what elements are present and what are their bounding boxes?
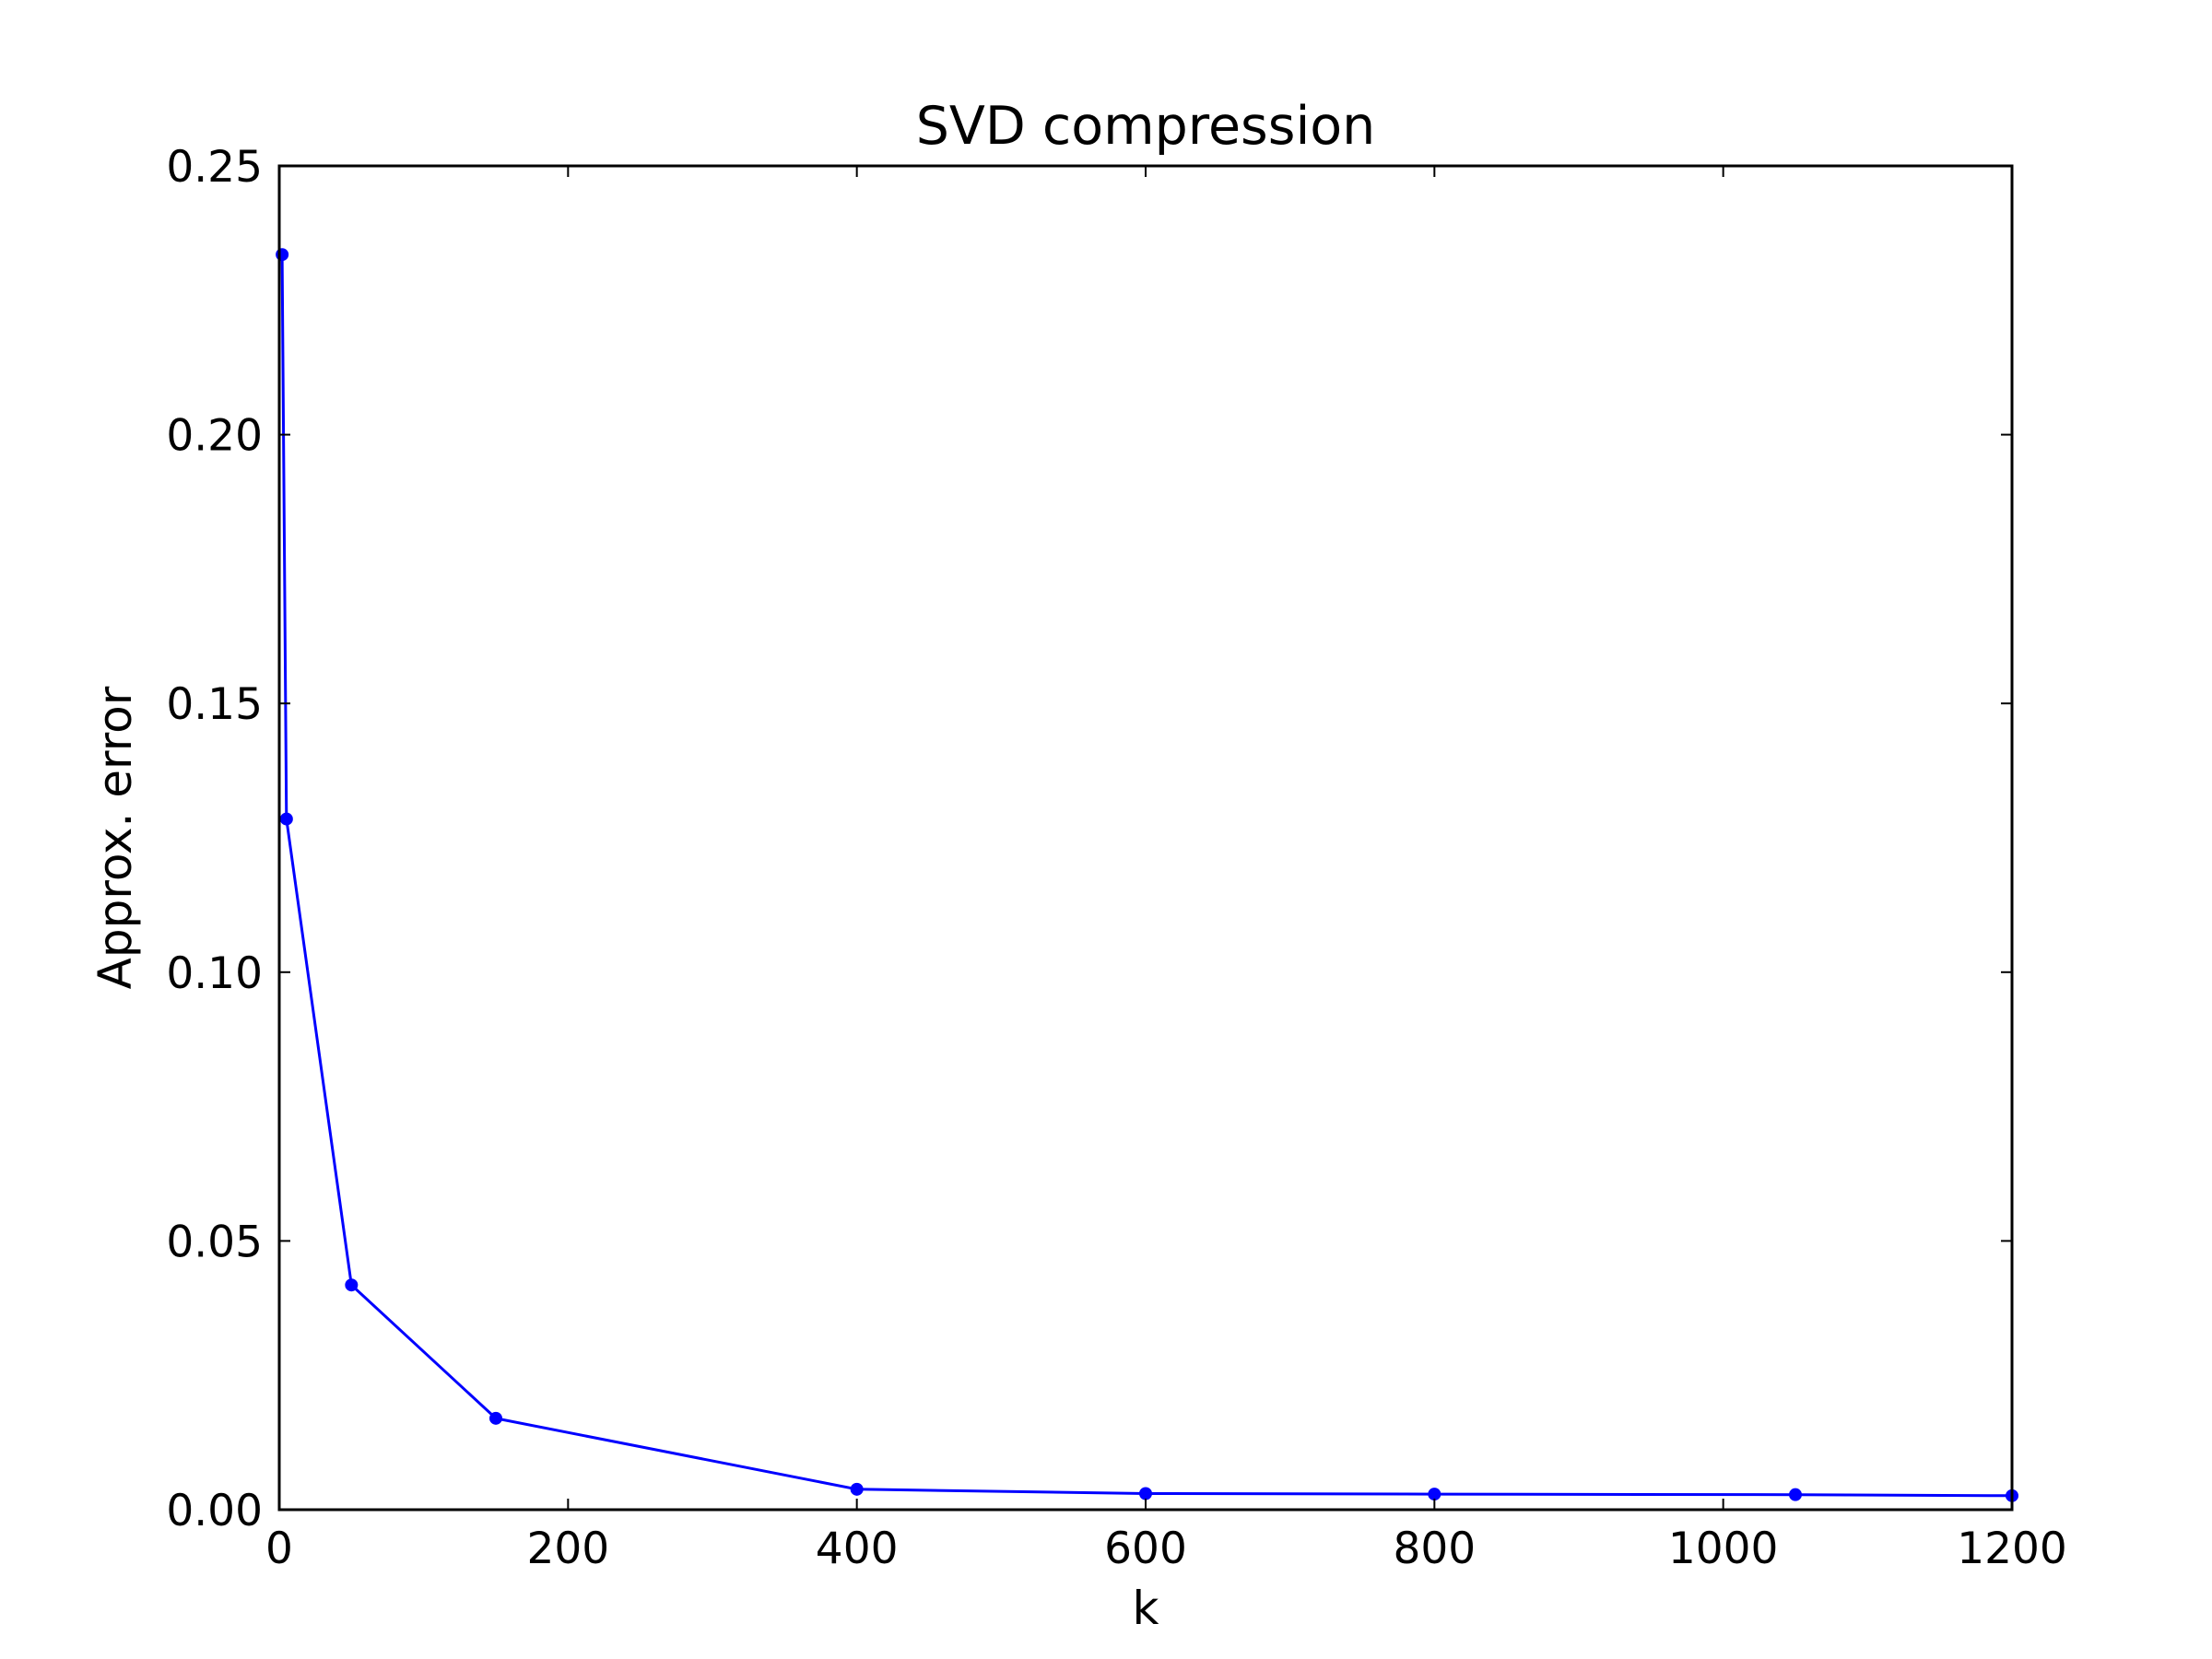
y-tick-label: 0.15 (166, 679, 263, 730)
x-tick-label: 400 (816, 1524, 899, 1574)
data-point (1139, 1487, 1152, 1500)
y-tick-label: 0.20 (166, 411, 263, 462)
chart-title: SVD compression (916, 96, 1376, 157)
data-point (279, 812, 293, 826)
y-tick-label: 0.10 (166, 948, 263, 999)
data-point (345, 1278, 359, 1292)
y-tick-label: 0.00 (166, 1486, 263, 1536)
x-axis-label: k (1133, 1582, 1159, 1635)
x-tick-label: 1000 (1668, 1524, 1779, 1574)
tick-layer: 0 200 400 600 800 1000 1200 0.00 0.05 0.10 0.15 0.2… (166, 142, 2066, 1574)
y-tick-label: 0.25 (166, 142, 263, 193)
data-point (489, 1411, 502, 1425)
y-tick-label: 0.05 (166, 1217, 263, 1267)
x-tick-label: 0 (265, 1524, 293, 1574)
x-tick-label: 800 (1393, 1524, 1476, 1574)
plot-background (279, 166, 2012, 1510)
x-tick-label: 1200 (1957, 1524, 2067, 1574)
plot-area (276, 164, 2018, 1512)
data-point (850, 1482, 864, 1496)
data-point (1428, 1488, 1441, 1501)
x-tick-label: 200 (526, 1524, 609, 1574)
data-point (1789, 1488, 1802, 1501)
y-axis-label: Approx. error (88, 686, 142, 989)
x-tick-label: 600 (1104, 1524, 1187, 1574)
